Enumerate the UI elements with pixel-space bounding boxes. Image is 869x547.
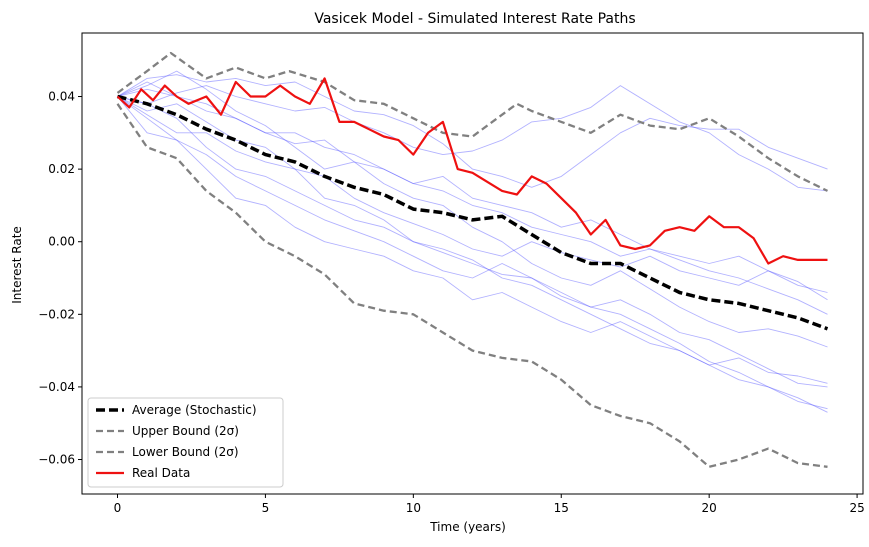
x-axis-title: Time (years) xyxy=(429,520,506,534)
legend-label-upper: Upper Bound (2σ) xyxy=(132,424,239,438)
plot-frame xyxy=(81,32,864,495)
legend-box xyxy=(87,397,284,488)
series-line-path-3 xyxy=(117,96,828,301)
legend-label-average: Average (Stochastic) xyxy=(132,403,257,417)
series-line-path-4 xyxy=(117,96,828,388)
series-line-path-9 xyxy=(117,96,828,410)
series-line-path-1 xyxy=(117,74,828,188)
x-tick-label: 10 xyxy=(406,501,421,515)
y-axis-ticks: −0.06 −0.04 −0.02 0.00 0.02 0.04 xyxy=(38,90,82,467)
series-line-path-6 xyxy=(117,88,828,315)
y-tick-label: −0.06 xyxy=(38,453,75,467)
series-line-path-2 xyxy=(117,85,828,192)
x-tick-label: 0 xyxy=(114,501,122,515)
series-line-average-stochastic xyxy=(117,94,829,331)
y-tick-label: 0.00 xyxy=(48,235,75,249)
series-line-path-10 xyxy=(117,81,828,293)
series-line-real-data xyxy=(116,77,828,265)
y-axis-title: Interest Rate xyxy=(10,226,24,304)
y-tick-label: 0.02 xyxy=(48,162,75,176)
x-tick-label: 25 xyxy=(849,501,864,515)
series-line-lower-bound-2 xyxy=(116,103,828,468)
x-tick-label: 5 xyxy=(262,501,270,515)
y-tick-label: 0.04 xyxy=(48,90,75,104)
series-line-path-7 xyxy=(117,96,828,384)
series-line-path-8 xyxy=(117,70,828,348)
legend: Average (Stochastic) Upper Bound (2σ) Lowe… xyxy=(87,397,284,488)
chart-title: Vasicek Model - Simulated Interest Rate … xyxy=(314,11,635,27)
y-tick-label: −0.04 xyxy=(38,380,75,394)
series-line-upper-bound-2 xyxy=(116,51,829,192)
y-tick-label: −0.02 xyxy=(38,307,75,321)
x-tick-label: 20 xyxy=(702,501,717,515)
series-line-path-5 xyxy=(117,96,828,413)
x-axis-ticks: 0 5 10 15 20 25 xyxy=(114,494,865,515)
legend-label-lower: Lower Bound (2σ) xyxy=(132,445,239,459)
x-tick-label: 15 xyxy=(554,501,569,515)
legend-label-real: Real Data xyxy=(132,466,190,480)
plot-area xyxy=(116,51,829,468)
